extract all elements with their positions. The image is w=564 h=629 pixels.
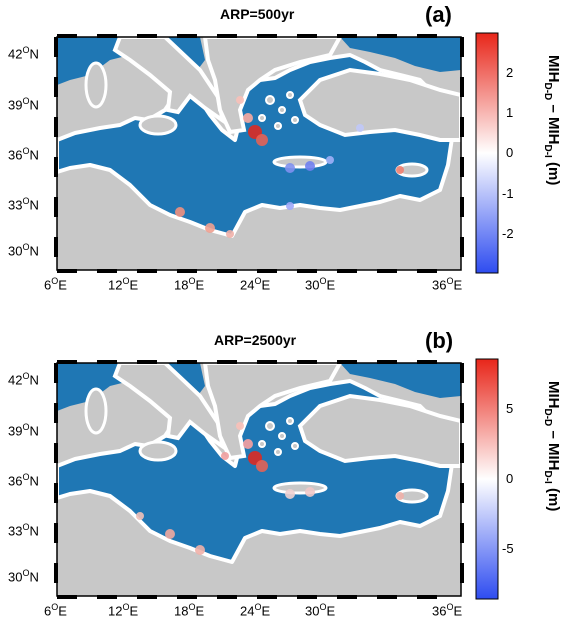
black-sea [340, 363, 461, 398]
lon-tick: 6OE [44, 602, 67, 619]
aegean-islands [258, 91, 299, 130]
lat-tick: 36ON [8, 146, 39, 163]
colorbar-label: MIHD-D – MIHD-I (m) [542, 381, 562, 512]
italy-land [112, 37, 225, 125]
turkey-land [297, 67, 461, 142]
panel-b-map [54, 358, 499, 600]
colorbar-a [475, 32, 499, 274]
colorbar-b [475, 358, 499, 600]
frame-checker [54, 360, 464, 599]
island-crete [272, 481, 328, 495]
lat-tick: 39ON [8, 422, 39, 439]
lat-tick: 33ON [8, 522, 39, 539]
island-crete [272, 155, 328, 169]
frame-checker [54, 34, 464, 273]
turkey-land [297, 393, 461, 468]
aegean-islands [258, 417, 299, 456]
colorbar-tick: -2 [502, 226, 514, 241]
lon-tick: 30OE [305, 602, 336, 619]
colorbar-tick: 5 [506, 401, 514, 416]
colorbar-tick: 0 [506, 471, 514, 486]
colorbar-tick: 2 [506, 65, 514, 80]
panel-a-geo [57, 37, 461, 270]
colorbar-tick: 0 [506, 145, 514, 160]
lon-tick: 12OE [108, 276, 139, 293]
island-sicily [138, 114, 178, 136]
lon-tick: 24OE [240, 276, 271, 293]
panel-b: ARP=2500yr (b) [0, 326, 564, 626]
island-sardinia [84, 61, 108, 109]
island-sardinia [84, 387, 108, 435]
coastal-values [136, 422, 404, 555]
colorbar-tick: -5 [502, 541, 514, 556]
lon-tick: 12OE [108, 602, 139, 619]
lat-tick: 39ON [8, 96, 39, 113]
panel-a: ARP=500yr (a) [0, 0, 564, 300]
lon-tick: 6OE [44, 276, 67, 293]
panel-b-geo [57, 363, 461, 596]
lon-tick: 18OE [174, 602, 205, 619]
lon-tick: 24OE [240, 602, 271, 619]
italy-land [112, 363, 225, 451]
lat-tick: 42ON [8, 371, 39, 388]
coastal-values [175, 96, 404, 238]
lon-tick: 18OE [174, 276, 205, 293]
colorbar-label: MIHD-D – MIHD-I (m) [542, 55, 562, 186]
lat-tick: 36ON [8, 472, 39, 489]
lat-tick: 30ON [8, 242, 39, 259]
panel-b-title: ARP=2500yr [214, 332, 297, 348]
lat-tick: 42ON [8, 45, 39, 62]
panel-a-map [54, 32, 499, 274]
black-sea [340, 37, 461, 72]
colorbar-tick: 1 [506, 105, 514, 120]
panel-b-letter: (b) [425, 328, 454, 353]
panel-a-title: ARP=500yr [220, 6, 295, 22]
island-sicily [138, 440, 178, 462]
lon-tick: 30OE [305, 276, 336, 293]
colorbar-tick: -1 [502, 186, 514, 201]
lat-tick: 30ON [8, 568, 39, 585]
lon-tick: 36OE [432, 276, 463, 293]
lat-tick: 33ON [8, 196, 39, 213]
lon-tick: 36OE [432, 602, 463, 619]
panel-a-letter: (a) [425, 2, 452, 27]
